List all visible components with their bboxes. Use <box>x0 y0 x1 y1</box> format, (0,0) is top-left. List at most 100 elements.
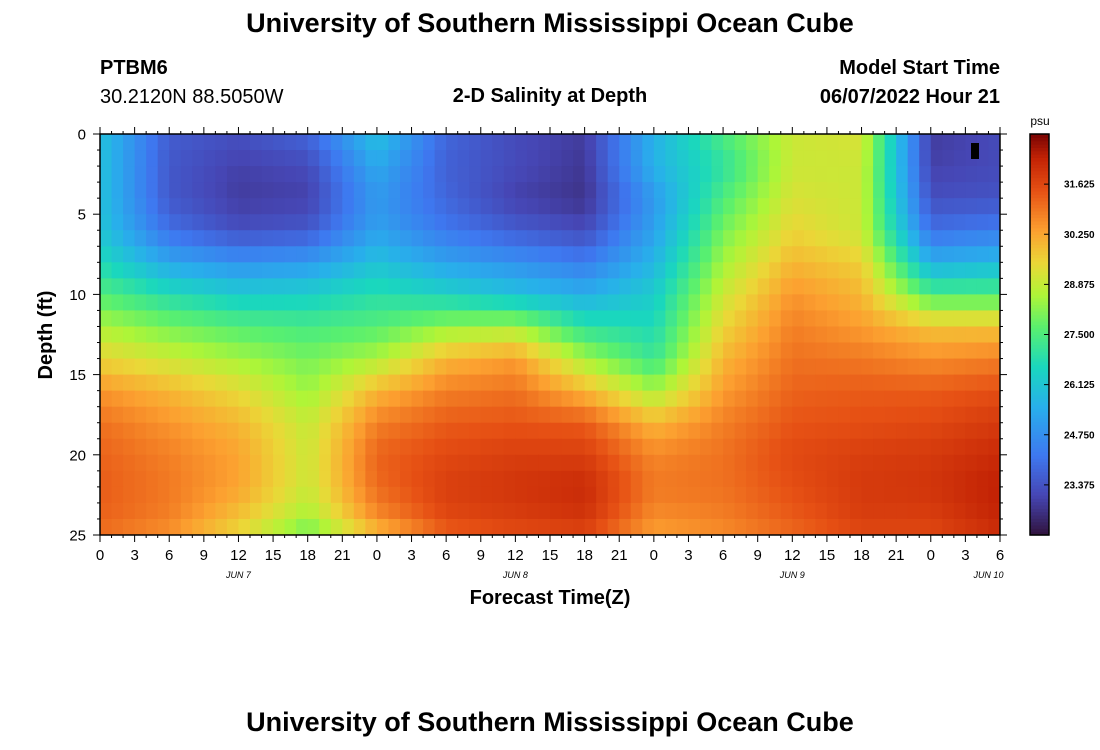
heatmap-cell <box>838 230 851 247</box>
heatmap-cell <box>307 342 320 360</box>
heatmap-cell <box>850 246 863 263</box>
heatmap-cell <box>273 358 286 376</box>
heatmap-cell <box>515 182 528 199</box>
heatmap-cell <box>365 374 378 392</box>
heatmap-cell <box>134 518 147 535</box>
heatmap-cell <box>850 326 863 344</box>
heatmap-cell <box>746 422 759 440</box>
heatmap-cell <box>757 214 770 231</box>
heatmap-cell <box>480 166 493 183</box>
heatmap-cell <box>434 486 447 504</box>
heatmap-cell <box>480 150 493 167</box>
heatmap-cell <box>146 342 159 360</box>
heatmap-cell <box>238 358 251 376</box>
heatmap-cell <box>261 342 274 360</box>
heatmap-cell <box>330 230 343 247</box>
heatmap-cell <box>157 214 170 231</box>
heatmap-cell <box>896 422 909 440</box>
colorbar-segment <box>1030 140 1049 145</box>
heatmap-cell <box>757 390 770 408</box>
heatmap-cell <box>792 262 805 279</box>
heatmap-cell <box>480 374 493 392</box>
x-tick-label: 18 <box>853 547 870 564</box>
heatmap-cell <box>930 422 943 440</box>
heatmap-cell <box>250 470 263 488</box>
heatmap-cell <box>896 454 909 472</box>
heatmap-cell <box>100 230 113 247</box>
heatmap-cell <box>273 230 286 247</box>
heatmap-cell <box>907 518 920 535</box>
heatmap-cell <box>376 326 390 344</box>
heatmap-cell <box>111 390 124 408</box>
heatmap-cell <box>180 438 193 456</box>
heatmap-cell <box>861 278 874 295</box>
heatmap-cell <box>307 246 320 263</box>
heatmap-cell <box>238 454 251 472</box>
x-tick-label: 12 <box>784 547 801 564</box>
heatmap-cell <box>561 502 574 520</box>
heatmap-cell <box>100 374 113 392</box>
heatmap-cell <box>307 182 320 199</box>
heatmap-cell <box>746 262 759 279</box>
heatmap-cell <box>273 374 286 392</box>
heatmap-cell <box>180 166 193 183</box>
heatmap-cell <box>238 326 251 344</box>
heatmap-cell <box>192 502 205 520</box>
colorbar-tick-label: 24.750 <box>1064 430 1095 441</box>
heatmap-cell <box>307 422 320 440</box>
heatmap-cell <box>250 198 263 215</box>
heatmap-cell <box>215 342 228 360</box>
heatmap-cell <box>492 230 505 247</box>
heatmap-cell <box>619 326 632 344</box>
heatmap-cell <box>284 294 297 312</box>
heatmap-cell <box>376 278 390 295</box>
heatmap-cell <box>780 246 793 263</box>
heatmap-cell <box>365 326 378 344</box>
heatmap-cell <box>111 470 124 488</box>
heatmap-cell <box>723 438 736 456</box>
heatmap-cell <box>123 406 136 424</box>
colorbar-segment <box>1030 444 1049 449</box>
heatmap-cell <box>734 166 747 183</box>
heatmap-cell <box>907 422 920 440</box>
heatmap-cell <box>550 422 563 440</box>
heatmap-cell <box>284 342 297 360</box>
heatmap-cell <box>100 358 113 376</box>
heatmap-cell <box>584 438 597 456</box>
heatmap-cell <box>353 278 366 295</box>
heatmap-cell <box>330 326 343 344</box>
colorbar-segment <box>1030 254 1049 259</box>
heatmap-cell <box>296 166 309 183</box>
heatmap-cell <box>400 358 413 376</box>
heatmap-cell <box>988 310 1000 328</box>
colorbar-segment <box>1030 337 1049 342</box>
heatmap-cell <box>850 262 863 279</box>
heatmap-cell <box>307 134 320 151</box>
heatmap-cell <box>203 486 216 504</box>
heatmap-cell <box>388 502 401 520</box>
y-tick-label: 5 <box>78 207 86 224</box>
heatmap-cell <box>665 230 678 247</box>
heatmap-cell <box>446 406 459 424</box>
heatmap-cell <box>376 310 390 328</box>
heatmap-cell <box>284 374 297 392</box>
x-tick-label: 21 <box>888 547 905 564</box>
heatmap-cell <box>873 406 886 424</box>
heatmap-cell <box>423 454 436 472</box>
heatmap-cell <box>700 150 713 167</box>
heatmap-cell <box>919 390 932 408</box>
heatmap-cell <box>492 246 505 263</box>
heatmap-cell <box>134 342 147 360</box>
heatmap-cell <box>665 390 678 408</box>
heatmap-cell <box>273 518 286 535</box>
heatmap-cell <box>642 374 655 392</box>
heatmap-cell <box>838 454 851 472</box>
heatmap-cell <box>526 198 540 215</box>
heatmap-cell <box>446 374 459 392</box>
heatmap-cell <box>503 406 516 424</box>
heatmap-cell <box>169 406 182 424</box>
heatmap-cell <box>642 134 655 151</box>
heatmap-cell <box>850 166 863 183</box>
heatmap-cell <box>792 518 805 535</box>
heatmap-cell <box>780 310 793 328</box>
